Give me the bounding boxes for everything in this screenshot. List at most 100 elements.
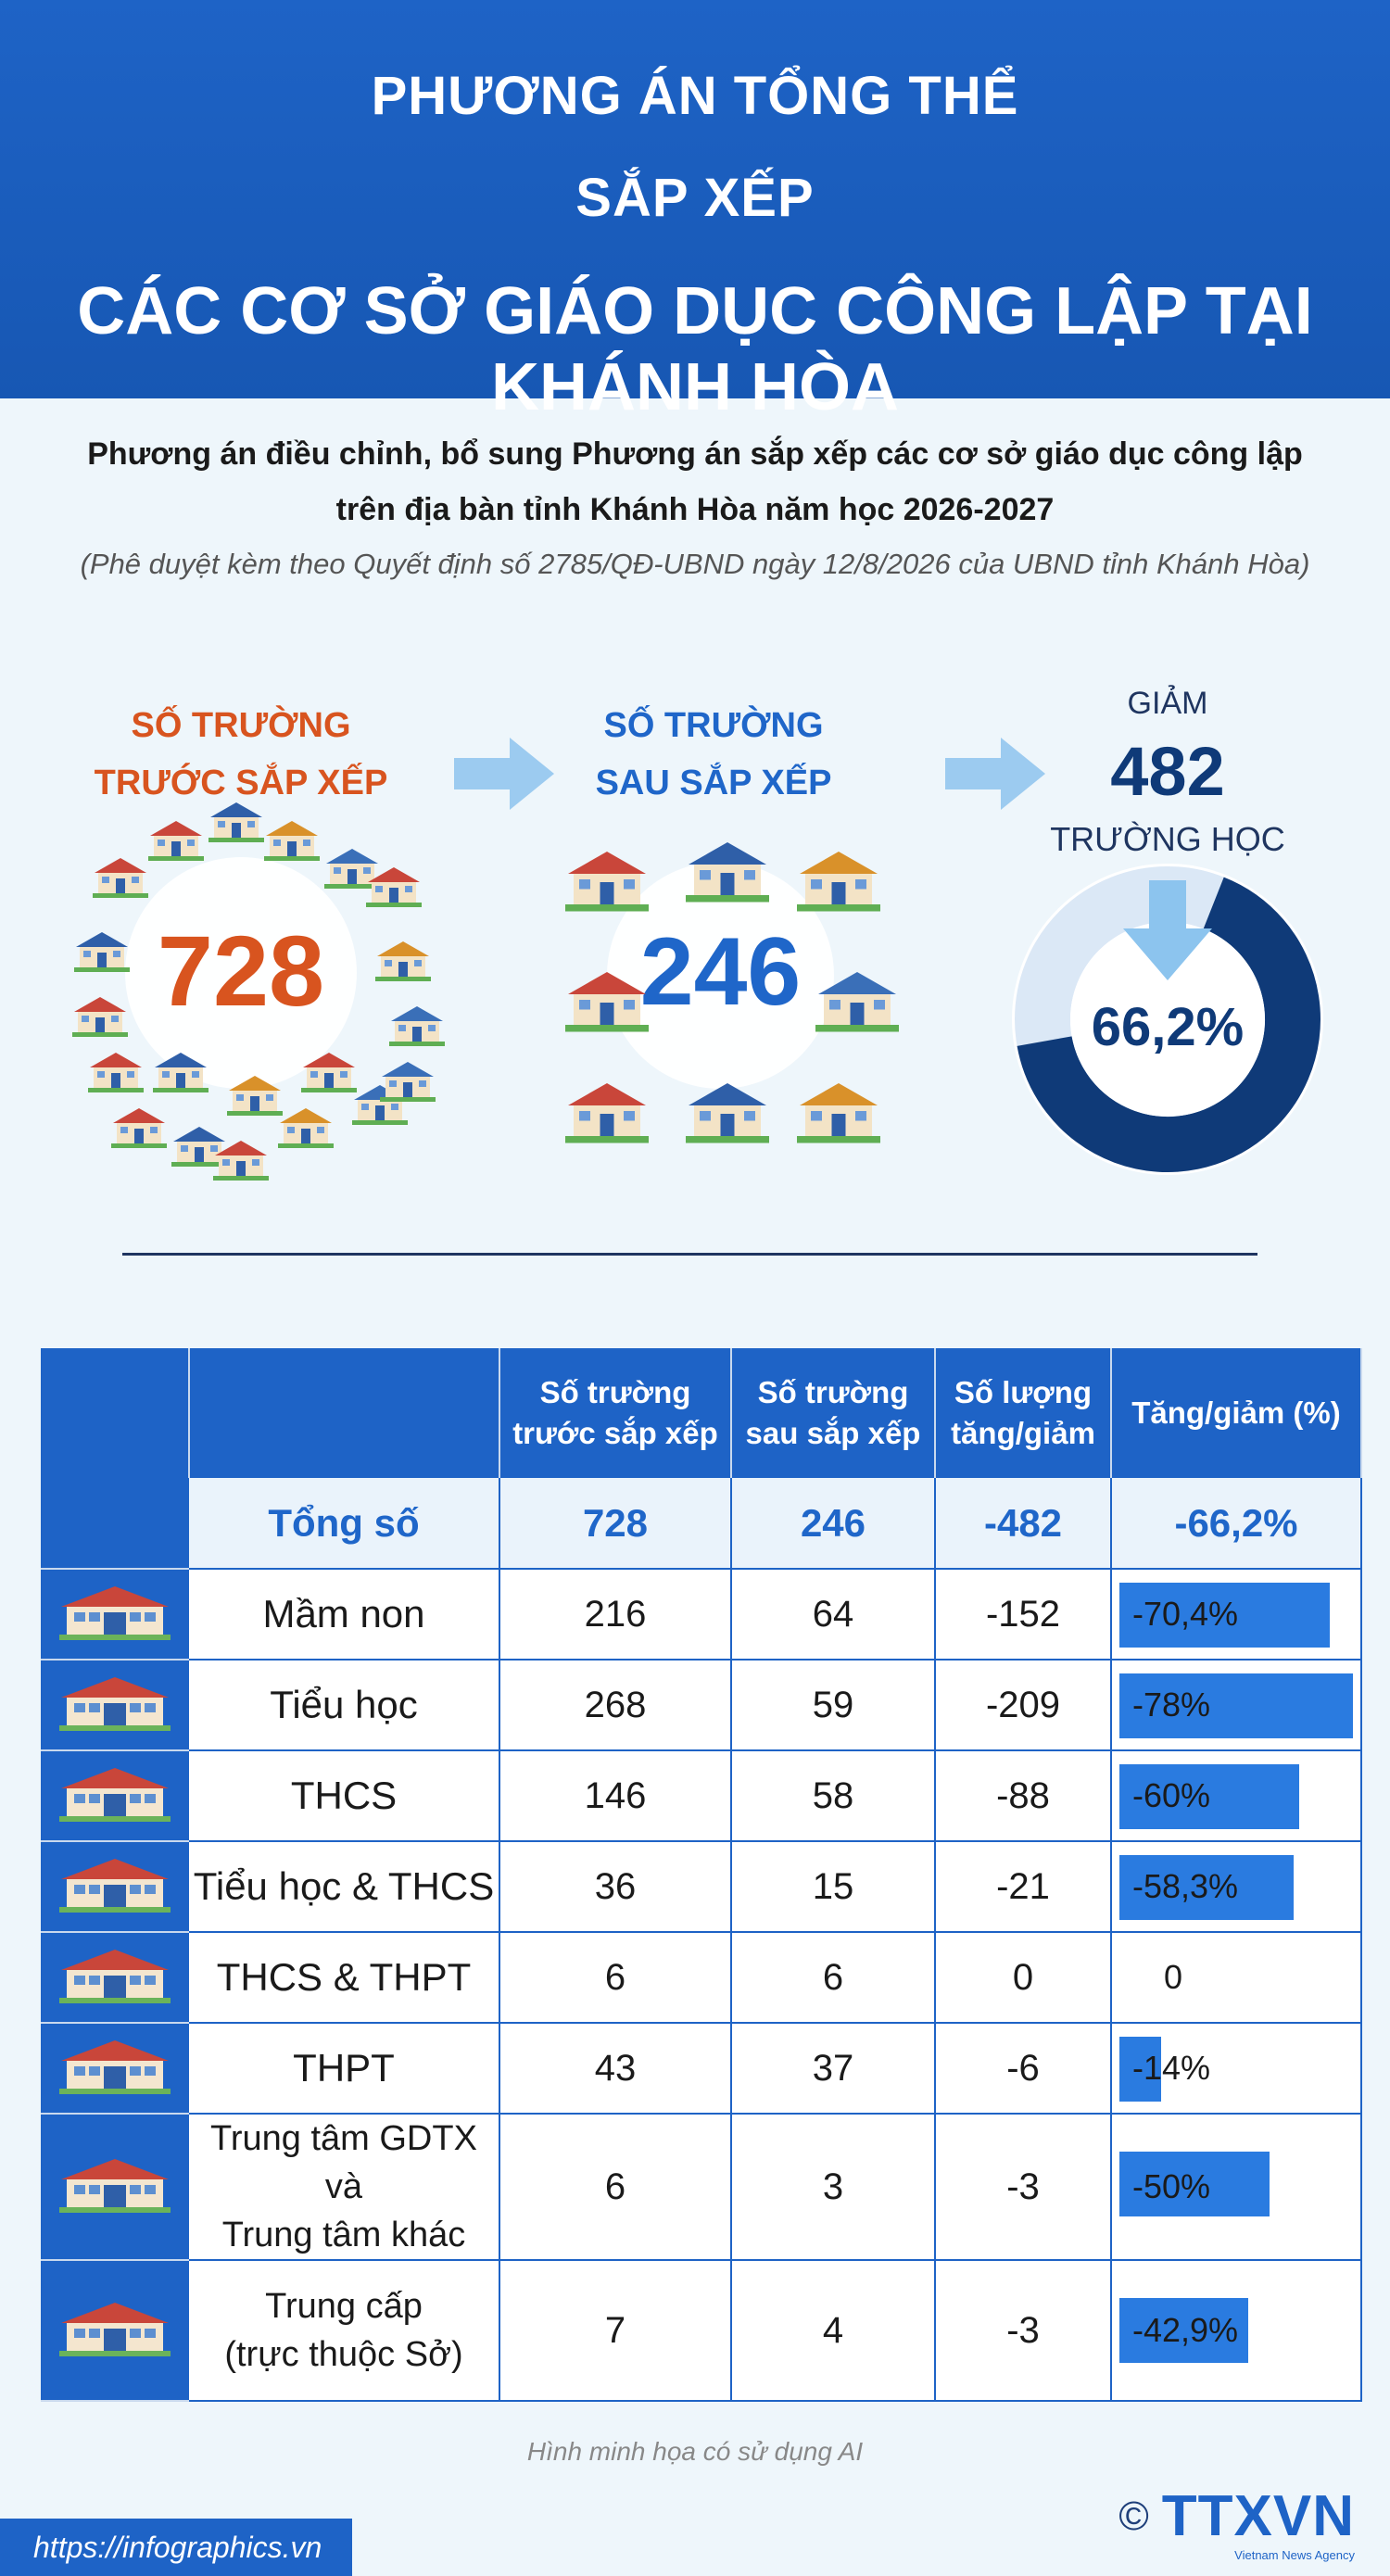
school-building-icon [59, 2303, 171, 2356]
total-name: Tổng số [189, 1478, 500, 1570]
percent-label: -14% [1132, 2049, 1211, 2087]
header-title: CÁC CƠ SỞ GIÁO DỤC CÔNG LẬP TẠI KHÁNH HÒ… [77, 274, 1313, 424]
table-row-total: Tổng số 728 246 -482 -66,2% [41, 1478, 1362, 1570]
percent-bar [1119, 1764, 1299, 1829]
table-icon-cell [41, 2023, 189, 2115]
row-name-line-1: Trung cấp [265, 2287, 423, 2326]
percent-label: -78% [1132, 1686, 1211, 1724]
row-before: 268 [499, 1660, 732, 1751]
school-building-icon [59, 2040, 171, 2094]
school-building-icon [375, 936, 431, 982]
row-percent: -50% [1111, 2114, 1362, 2261]
footer-note: Hình minh họa có sử dụng AI [526, 2437, 864, 2466]
school-building-icon [227, 1070, 283, 1117]
arrow-down-icon [1123, 880, 1212, 980]
table-header-name-col [189, 1348, 500, 1478]
percent-bar [1119, 2298, 1248, 2363]
reduce-donut-arc [1017, 877, 1320, 1172]
table-row: THCS & THPT 6 6 0 0 [41, 1932, 1362, 2024]
after-title-line-2: SAU SẮP XẾP [595, 764, 832, 802]
intro: Phương án điều chỉnh, bổ sung Phương án … [56, 426, 1334, 591]
table-icon-cell [41, 1478, 189, 1570]
row-after: 4 [731, 2260, 936, 2402]
school-building-icon [72, 991, 128, 1038]
table-icon-cell [41, 2114, 189, 2261]
header-line-1: PHƯƠNG ÁN TỔNG THỂ [371, 66, 1019, 126]
percent-label: -58,3% [1132, 1867, 1239, 1905]
school-building-icon [565, 843, 649, 913]
table-icon-cell [41, 1660, 189, 1751]
table-row: Trung cấp (trực thuộc Sở) 7 4 -3 -42,9% [41, 2260, 1362, 2402]
row-change: -88 [935, 1750, 1112, 1842]
arrow-right-icon [945, 738, 1045, 810]
copyright-symbol: © [1118, 2493, 1149, 2539]
school-building-icon [59, 1859, 171, 1913]
row-name: THPT [189, 2023, 500, 2115]
brand-logo: © TTXVN Vietnam News Agency [1118, 2483, 1355, 2562]
school-building-icon [686, 1075, 769, 1144]
row-change: -21 [935, 1841, 1112, 1933]
table-icon-cell [41, 1932, 189, 2024]
table-icon-cell [41, 2260, 189, 2402]
row-name: Trung cấp (trực thuộc Sở) [189, 2260, 500, 2402]
school-building-icon [59, 2159, 171, 2213]
percent-bar [1119, 1673, 1353, 1738]
arrow-right-icon [454, 738, 554, 810]
row-name: Tiểu học & THCS [189, 1841, 500, 1933]
school-building-icon [59, 1586, 171, 1640]
reduce-value: 482 [1110, 733, 1225, 810]
row-after: 64 [731, 1569, 936, 1661]
school-building-icon [93, 852, 148, 899]
row-percent: 0 [1111, 1932, 1362, 2024]
after-value: 246 [639, 918, 802, 1026]
row-change: -6 [935, 2023, 1112, 2115]
percent-bar [1119, 1583, 1330, 1648]
table-header-row: Số trường trước sắp xếp Số trường sau sắ… [41, 1348, 1362, 1478]
percent-bar [1119, 2152, 1270, 2216]
table-row: THCS 146 58 -88 -60% [41, 1750, 1362, 1842]
school-building-icon [74, 927, 130, 973]
row-before: 6 [499, 1932, 732, 2024]
total-before: 728 [499, 1478, 732, 1570]
row-percent: -70,4% [1111, 1569, 1362, 1661]
total-change: -482 [935, 1478, 1112, 1570]
table-row: Tiểu học & THCS 36 15 -21 -58,3% [41, 1841, 1362, 1933]
total-percent: -66,2% [1111, 1478, 1362, 1570]
percent-label: -50% [1132, 2167, 1211, 2205]
school-building-icon [171, 1121, 227, 1168]
section-divider [122, 1253, 1257, 1256]
school-building-icon [278, 1103, 334, 1149]
row-change: -3 [935, 2260, 1112, 2402]
school-building-icon [686, 834, 769, 903]
table-header-change: Số lượng tăng/giảm [935, 1348, 1112, 1478]
row-name-line-2: Trung tâm khác [221, 2216, 466, 2254]
school-building-icon [213, 1135, 269, 1181]
school-building-icon [111, 1103, 167, 1149]
brand-name: TTXVN [1161, 2484, 1355, 2548]
percent-label: -70,4% [1132, 1595, 1239, 1633]
schools-table: Số trường trước sắp xếp Số trường sau sắ… [41, 1348, 1362, 2402]
row-change: -209 [935, 1660, 1112, 1751]
before-title: SỐ TRƯỜNG TRƯỚC SẮP XẾP [74, 697, 408, 812]
row-before: 36 [499, 1841, 732, 1933]
table-header-after: Số trường sau sắp xếp [731, 1348, 936, 1478]
row-after: 59 [731, 1660, 936, 1751]
footer-url-link[interactable]: https://infographics.vn [0, 2519, 352, 2576]
table-row: Trung tâm GDTX và Trung tâm khác 6 3 -3 -50% [41, 2114, 1362, 2261]
row-after: 37 [731, 2023, 936, 2115]
school-building-icon [366, 862, 422, 908]
school-building-icon [88, 1047, 144, 1093]
school-building-icon [565, 964, 649, 1033]
after-title: SỐ TRƯỜNG SAU SẮP XẾP [556, 697, 871, 812]
school-building-icon [208, 797, 264, 843]
row-percent: -42,9% [1111, 2260, 1362, 2402]
school-building-icon [797, 843, 880, 913]
table-icon-cell [41, 1569, 189, 1661]
table-icon-cell [41, 1841, 189, 1933]
school-building-icon [797, 1075, 880, 1144]
school-building-icon [389, 1001, 445, 1047]
row-name: Mầm non [189, 1569, 500, 1661]
row-name: THCS [189, 1750, 500, 1842]
row-change: -152 [935, 1569, 1112, 1661]
row-after: 3 [731, 2114, 936, 2261]
